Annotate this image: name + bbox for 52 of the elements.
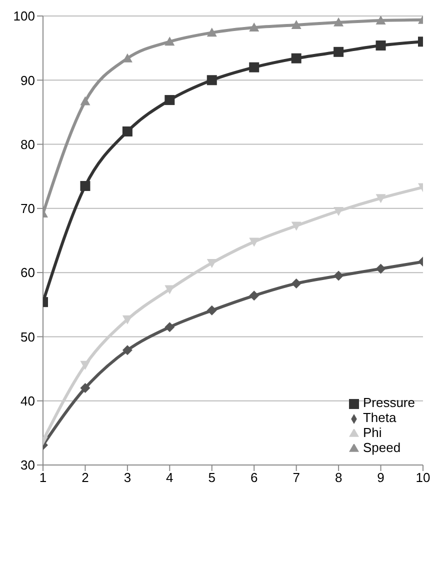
x-tick-label: 4 <box>166 470 174 486</box>
y-tick-label: 100 <box>13 8 35 24</box>
x-tick-label: 8 <box>334 470 342 486</box>
y-tick-label: 30 <box>20 458 35 473</box>
point <box>249 62 260 72</box>
point <box>80 383 90 394</box>
point <box>122 345 132 356</box>
y-tick-label: 90 <box>20 72 35 88</box>
x-tick-label: 9 <box>377 470 384 486</box>
legend-label: Speed <box>362 440 401 455</box>
x-tick-label: 10 <box>416 470 430 486</box>
point <box>334 17 344 26</box>
point <box>206 305 217 316</box>
point <box>80 180 90 191</box>
point <box>291 278 302 288</box>
x-tick-label: 2 <box>82 470 89 486</box>
point <box>80 96 90 106</box>
x-tick-label: 1 <box>39 470 47 486</box>
point <box>291 222 302 231</box>
point <box>249 238 260 247</box>
y-tick-label: 60 <box>20 265 35 280</box>
legend-label: Theta <box>362 410 396 425</box>
point <box>249 290 260 301</box>
point <box>122 315 132 324</box>
point <box>334 46 344 57</box>
y-tick-label: 70 <box>20 201 35 216</box>
point <box>376 40 386 51</box>
point <box>334 270 344 281</box>
point <box>122 126 132 136</box>
y-tick-label: 80 <box>20 136 35 152</box>
point <box>164 95 175 106</box>
y-tick-label: 40 <box>20 393 35 408</box>
legend-label: Pressure <box>362 395 415 410</box>
point <box>206 75 217 86</box>
legend-label: Phi <box>362 425 382 440</box>
point <box>291 20 302 29</box>
x-tick-label: 6 <box>250 470 258 486</box>
x-tick-label: 3 <box>124 470 132 486</box>
point <box>164 322 175 332</box>
point <box>291 53 302 64</box>
point <box>376 264 386 274</box>
point <box>206 28 217 37</box>
y-tick-label: 50 <box>20 329 35 344</box>
x-tick-label: 5 <box>208 470 216 486</box>
point <box>376 194 386 204</box>
point <box>164 36 175 46</box>
point <box>206 258 217 268</box>
point <box>376 16 386 24</box>
point <box>80 360 90 370</box>
point <box>249 22 260 32</box>
point <box>334 206 344 216</box>
x-tick-label: 7 <box>292 470 300 486</box>
